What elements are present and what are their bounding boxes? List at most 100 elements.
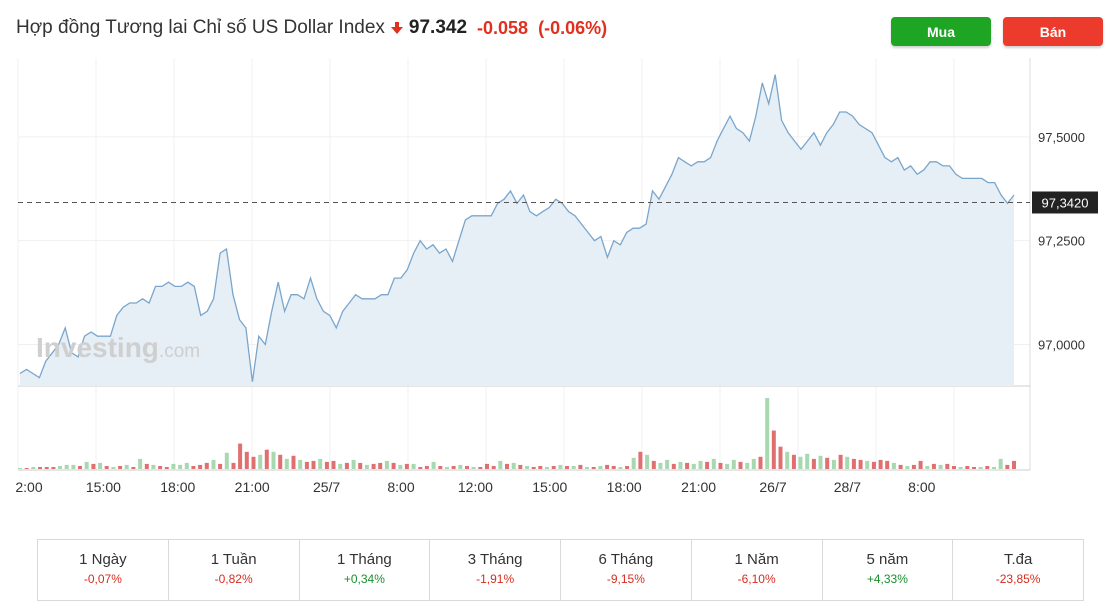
performance-period: 1 Năm xyxy=(734,551,779,568)
volume-bar xyxy=(104,466,109,469)
performance-table: 1 Ngày -0,07% 1 Tuần -0,82% 1 Tháng +0,34% 3 T… xyxy=(37,539,1084,601)
time-tick-label: 28/7 xyxy=(834,479,861,495)
volume-bar xyxy=(885,460,890,469)
volume-bar xyxy=(318,458,323,469)
watermark-logo: Investing.com xyxy=(36,332,200,363)
volume-bar xyxy=(738,461,743,469)
volume-bar xyxy=(344,462,349,469)
performance-period: 5 năm xyxy=(866,551,909,568)
volume-bar xyxy=(111,467,116,469)
volume-bar xyxy=(465,466,469,469)
volume-bar xyxy=(611,466,616,469)
down-arrow-icon xyxy=(390,22,403,34)
volume-bar xyxy=(785,451,790,469)
volume-bar xyxy=(178,464,183,469)
volume-bar xyxy=(171,463,176,469)
volume-bar xyxy=(571,466,576,469)
volume-bar xyxy=(771,430,776,469)
volume-bar xyxy=(91,463,96,469)
volume-bar xyxy=(204,462,209,469)
volume-bar xyxy=(404,463,409,469)
volume-bar xyxy=(351,459,356,469)
volume-bar xyxy=(998,458,1003,469)
performance-cell[interactable]: 1 Năm -6,10% xyxy=(692,540,823,600)
volume-bar xyxy=(651,460,656,469)
volume-bar xyxy=(631,457,636,469)
volume-bar xyxy=(398,464,403,469)
volume-bar xyxy=(658,462,663,469)
volume-bar xyxy=(891,462,896,469)
volume-bar xyxy=(331,460,336,469)
volume-bar xyxy=(805,453,810,469)
last-price-tag-label: 97,3420 xyxy=(1042,195,1089,210)
volume-bar xyxy=(811,458,816,469)
volume-bar xyxy=(698,460,703,469)
volume-bar xyxy=(618,467,623,469)
performance-cell[interactable]: 3 Tháng -1,91% xyxy=(430,540,561,600)
volume-bar xyxy=(765,398,770,469)
volume-bar xyxy=(558,464,563,469)
volume-bar xyxy=(638,451,643,469)
performance-change: -0,82% xyxy=(214,572,253,586)
time-tick-label: 18:00 xyxy=(160,479,195,495)
volume-bar xyxy=(838,454,843,469)
last-price-tag: 97,3420 xyxy=(1032,191,1098,214)
performance-period: 1 Tháng xyxy=(336,551,392,568)
volume-bar xyxy=(491,466,496,469)
price-chart[interactable]: Investing.com 97,3420 97,0000 97,2500 97,5… xyxy=(0,55,1109,495)
performance-period: 1 Tuần xyxy=(210,551,257,568)
volume-bar xyxy=(31,467,36,469)
volume-bar xyxy=(231,462,236,469)
buy-button[interactable]: Mua xyxy=(891,17,991,46)
volume-bar xyxy=(718,462,723,469)
volume-bar xyxy=(798,456,803,469)
volume-bar xyxy=(84,461,89,469)
volume-bar xyxy=(278,454,283,469)
volume-bar xyxy=(845,456,850,469)
volume-bar xyxy=(498,460,503,469)
volume-bar xyxy=(952,466,956,469)
volume-bar xyxy=(691,463,696,469)
volume-bar xyxy=(645,454,650,469)
instrument-title: Hợp đồng Tương lai Chỉ số US Dollar Inde… xyxy=(16,17,385,38)
volume-bar xyxy=(985,466,990,469)
performance-cell[interactable]: 1 Tháng +0,34% xyxy=(300,540,431,600)
performance-period: 1 Ngày xyxy=(79,551,127,568)
volume-bar xyxy=(471,467,476,469)
volume-bar xyxy=(551,466,556,469)
volume-bar xyxy=(565,466,569,469)
time-tick-label: 8:00 xyxy=(908,479,935,495)
volume-bar xyxy=(271,451,276,469)
volume-bar xyxy=(424,466,429,469)
volume-bar xyxy=(685,462,690,469)
volume-bar xyxy=(51,467,56,469)
performance-change: -9,15% xyxy=(606,572,645,586)
time-tick-label: 26/7 xyxy=(759,479,786,495)
volume-bar xyxy=(411,463,416,469)
volume-bar xyxy=(865,460,870,469)
volume-bar xyxy=(878,459,883,469)
performance-cell[interactable]: 1 Ngày -0,07% xyxy=(38,540,169,600)
performance-cell[interactable]: T.đa -23,85% xyxy=(953,540,1083,600)
volume-bar xyxy=(898,464,903,469)
price-tick-label: 97,0000 xyxy=(1038,337,1085,352)
volume-bar xyxy=(485,463,489,469)
volume-bar xyxy=(284,458,289,469)
volume-bar xyxy=(745,462,750,469)
volume-bar xyxy=(958,467,963,469)
sell-button[interactable]: Bán xyxy=(1003,17,1103,46)
volume-bar xyxy=(38,467,42,469)
performance-cell[interactable]: 6 Tháng -9,15% xyxy=(561,540,692,600)
volume-bar xyxy=(391,462,396,469)
performance-cell[interactable]: 5 năm +4,33% xyxy=(823,540,954,600)
volume-bar xyxy=(585,467,589,469)
volume-bar xyxy=(304,461,309,469)
time-tick-label: 25/7 xyxy=(313,479,340,495)
volume-bar xyxy=(918,460,923,469)
volume-bar xyxy=(451,466,456,469)
volume-bar xyxy=(725,463,730,469)
volume-bar xyxy=(831,459,836,469)
volume-bar xyxy=(158,466,163,469)
performance-cell[interactable]: 1 Tuần -0,82% xyxy=(169,540,300,600)
volume-bar xyxy=(311,460,316,469)
